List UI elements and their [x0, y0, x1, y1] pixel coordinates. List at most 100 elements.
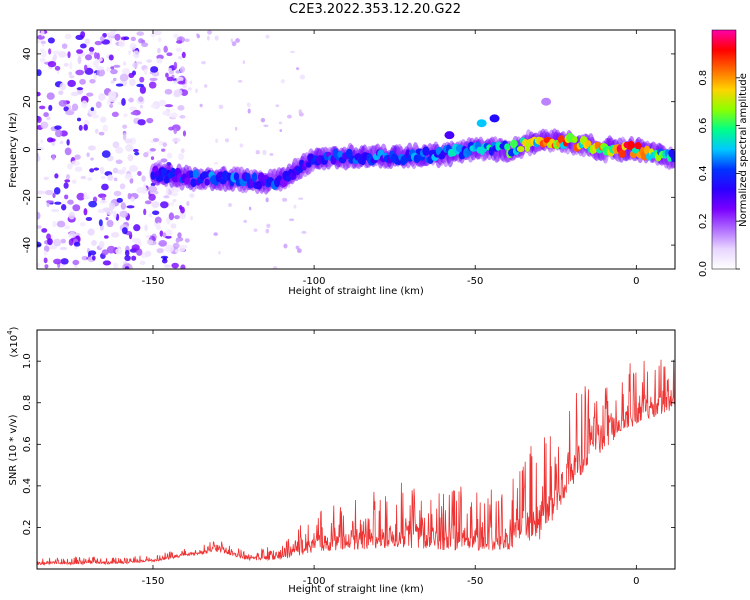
- heatmap-noise-cell: [186, 201, 190, 207]
- heatmap-noise-cell: [52, 192, 56, 198]
- heatmap-noise-cell: [148, 185, 158, 193]
- heatmap-ridge-cell: [670, 155, 675, 163]
- heatmap-ridge-cell: [634, 141, 642, 150]
- heatmap-noise-cell: [44, 264, 49, 269]
- heatmap-noise-cell: [65, 110, 75, 116]
- colorbar-tick-label: 0.4: [698, 165, 709, 181]
- heatmap-noise-cell: [298, 197, 304, 200]
- heatmap-noise-cell: [116, 197, 123, 203]
- heatmap-noise-cell: [136, 61, 143, 65]
- heatmap-noise-cell: [141, 175, 146, 182]
- heatmap-noise-cell: [168, 70, 175, 75]
- heatmap-noise-cell: [246, 102, 251, 108]
- heatmap-noise-cell: [124, 173, 133, 180]
- heatmap-noise-cell: [218, 104, 224, 110]
- heatmap-noise-cell: [81, 100, 88, 109]
- heatmap-noise-cell: [71, 160, 80, 166]
- heatmap-noise-cell: [175, 47, 183, 52]
- heatmap-noise-cell: [101, 150, 111, 158]
- heatmap-noise-cell: [149, 148, 156, 152]
- heatmap-noise-cell: [119, 73, 129, 82]
- heatmap-noise-cell: [58, 99, 67, 107]
- heatmap-noise-cell: [195, 88, 198, 94]
- heatmap-noise-cell: [278, 121, 283, 125]
- heatmap-noise-cell: [83, 191, 88, 199]
- heatmap-noise-cell: [265, 228, 270, 234]
- heatmap-noise-cell: [128, 78, 136, 87]
- heatmap-noise-cell: [41, 228, 48, 233]
- heatmap-noise-cell: [47, 61, 57, 68]
- heatmap-panel: -150 -100 -50 0 -40 -20 0 20 40 Height of strai…: [8, 29, 676, 297]
- heatmap-noise-cell: [48, 48, 52, 55]
- heatmap-noise-cell: [124, 255, 131, 262]
- heatmap-noise-cell: [130, 196, 135, 202]
- heatmap-noise-cell: [127, 192, 132, 200]
- heatmap-noise-cell: [68, 231, 77, 239]
- heatmap-noise-cell: [58, 90, 64, 96]
- heatmap-noise-cell: [275, 104, 280, 108]
- heatmap-noise-cell: [90, 157, 94, 161]
- heatmap-noise-cell: [180, 264, 186, 269]
- heatmap-noise-cell: [178, 153, 185, 161]
- heatmap-noise-cell: [231, 41, 237, 47]
- heatmap-noise-cell: [234, 126, 238, 131]
- snr-series-line: [37, 359, 675, 566]
- heatmap-noise-cell: [298, 109, 303, 115]
- heatmap-noise-cell: [38, 105, 46, 110]
- heatmap-noise-cell: [63, 106, 69, 112]
- heatmap-noise-cell: [180, 89, 189, 96]
- heatmap-x-tick-label: -100: [303, 276, 326, 287]
- heatmap-noise-cell: [172, 199, 177, 203]
- heatmap-noise-cell: [83, 124, 88, 131]
- heatmap-noise-cell: [64, 225, 70, 230]
- heatmap-noise-cell: [299, 74, 305, 80]
- heatmap-noise-cell: [119, 183, 126, 190]
- heatmap-noise-cell: [173, 33, 179, 39]
- heatmap-noise-cell: [124, 249, 130, 257]
- heatmap-noise-cell: [178, 204, 183, 210]
- heatmap-noise-cell: [122, 132, 127, 141]
- colorbar-label: Normalized spectral amplitude: [738, 73, 749, 227]
- heatmap-noise-cell: [40, 50, 47, 58]
- heatmap-noise-cell: [157, 47, 161, 54]
- heatmap-noise-cell: [182, 130, 187, 137]
- heatmap-noise-cell: [85, 216, 93, 221]
- heatmap-noise-cell: [122, 124, 128, 129]
- heatmap-noise-cell: [87, 177, 93, 181]
- heatmap-noise-cell: [88, 200, 98, 208]
- heatmap-noise-cell: [88, 250, 97, 256]
- heatmap-noise-cell: [51, 208, 60, 213]
- heatmap-noise-cell: [127, 97, 135, 103]
- heatmap-noise-cell: [189, 80, 193, 85]
- heatmap-noise-cell: [179, 66, 186, 73]
- heatmap-noise-cell: [106, 67, 111, 72]
- heatmap-noise-cell: [98, 209, 104, 213]
- heatmap-marks: [37, 30, 675, 269]
- heatmap-noise-cell: [124, 266, 130, 269]
- heatmap-noise-cell: [176, 40, 183, 44]
- heatmap-noise-cell: [59, 246, 68, 251]
- heatmap-noise-cell: [228, 203, 232, 208]
- heatmap-noise-cell: [145, 235, 151, 239]
- heatmap-ridge-cell: [192, 169, 199, 179]
- heatmap-noise-cell: [179, 114, 186, 119]
- heatmap-noise-cell: [131, 255, 137, 261]
- heatmap-noise-cell: [37, 142, 41, 147]
- heatmap-noise-cell: [144, 250, 152, 257]
- heatmap-noise-cell: [47, 238, 53, 246]
- heatmap-noise-cell: [66, 139, 70, 146]
- heatmap-noise-cell: [199, 103, 203, 108]
- colorbar-tick-label: 0.0: [698, 261, 709, 277]
- heatmap-noise-cell: [165, 187, 169, 196]
- heatmap-noise-cell: [123, 61, 127, 66]
- heatmap-noise-cell: [160, 201, 169, 209]
- heatmap-noise-cell: [43, 245, 50, 253]
- heatmap-noise-cell: [289, 50, 296, 54]
- heatmap-noise-cell: [139, 85, 147, 94]
- heatmap-ridge-cell: [201, 171, 209, 179]
- heatmap-ridge-cell: [444, 131, 455, 140]
- heatmap-noise-cell: [121, 166, 127, 172]
- heatmap-noise-cell: [102, 124, 109, 132]
- heatmap-noise-cell: [164, 104, 174, 108]
- heatmap-noise-cell: [92, 196, 98, 203]
